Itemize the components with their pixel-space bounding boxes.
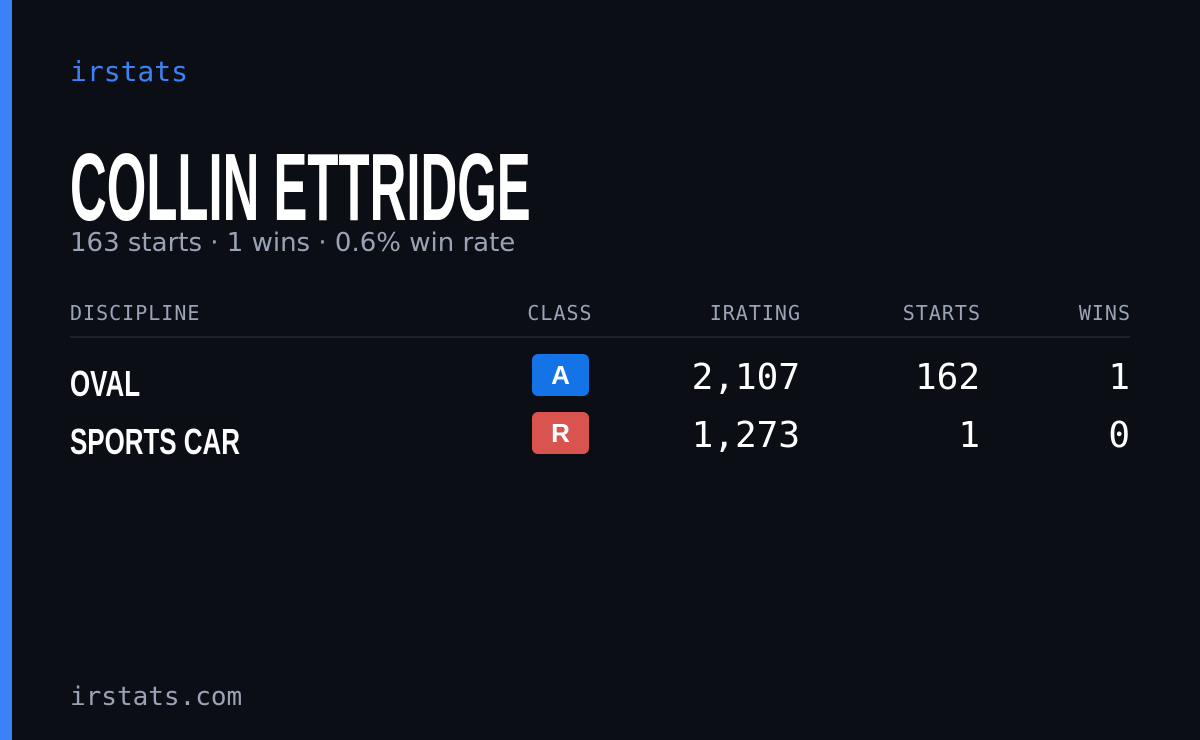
- wins: 1: [1108, 357, 1130, 398]
- class-badge: A: [532, 354, 589, 396]
- starts: 162: [914, 357, 980, 398]
- summary: 163 starts · 1 wins · 0.6% win rate: [70, 228, 516, 258]
- driver-name: COLLIN ETTRIDGE: [70, 134, 531, 241]
- wins: 0: [1108, 415, 1130, 456]
- column-header: DISCIPLINE: [70, 301, 201, 325]
- footer-site: irstats.com: [70, 682, 243, 712]
- irating: 2,107: [691, 357, 800, 398]
- accent-bar: [0, 0, 12, 740]
- brand: irstats: [70, 55, 189, 88]
- discipline: SPORTS CAR: [70, 421, 240, 462]
- discipline: OVAL: [70, 363, 141, 404]
- irating: 1,273: [691, 415, 800, 456]
- column-header: CLASS: [527, 301, 593, 325]
- column-header: IRATING: [709, 301, 801, 325]
- column-header: WINS: [1078, 301, 1131, 325]
- starts: 1: [958, 415, 980, 456]
- class-badge: R: [532, 412, 589, 454]
- divider: [70, 336, 1130, 338]
- column-header: STARTS: [902, 301, 981, 325]
